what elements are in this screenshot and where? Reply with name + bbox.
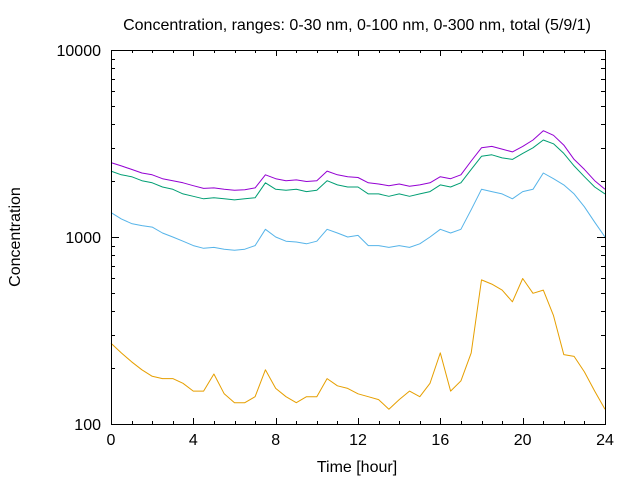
series-line-4 [110, 130, 606, 191]
x-axis-label: Time [hour] [317, 459, 397, 476]
x-tick-label: 20 [514, 432, 532, 449]
y-tick-label: 10000 [57, 43, 102, 60]
series-line-2 [110, 172, 606, 251]
x-tick-label: 16 [431, 432, 449, 449]
chart-title: Concentration, ranges: 0-30 nm, 0-100 nm… [123, 17, 591, 34]
ticks-layer: 0 4 8 12 16 20 24 100 1000 10000 [57, 43, 615, 449]
series-line-3 [110, 139, 606, 201]
plot-frame [111, 50, 606, 425]
y-axis-label: Concentration [7, 187, 24, 287]
x-tick-label: 4 [189, 432, 198, 449]
x-tick-label: 0 [107, 432, 116, 449]
y-tick-label: 1000 [65, 230, 101, 247]
x-tick-label: 8 [271, 432, 280, 449]
y-tick-label: 100 [74, 417, 101, 434]
series-layer [110, 130, 606, 410]
series-line-1 [110, 278, 606, 410]
x-tick-label: 12 [349, 432, 367, 449]
x-tick-label: 24 [596, 432, 614, 449]
